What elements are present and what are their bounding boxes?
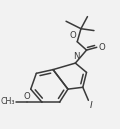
Text: I: I <box>90 101 93 110</box>
Text: O: O <box>24 92 30 101</box>
Text: N: N <box>73 52 80 61</box>
Text: O: O <box>98 43 105 52</box>
Text: O: O <box>70 31 76 40</box>
Text: CH₃: CH₃ <box>1 97 15 106</box>
